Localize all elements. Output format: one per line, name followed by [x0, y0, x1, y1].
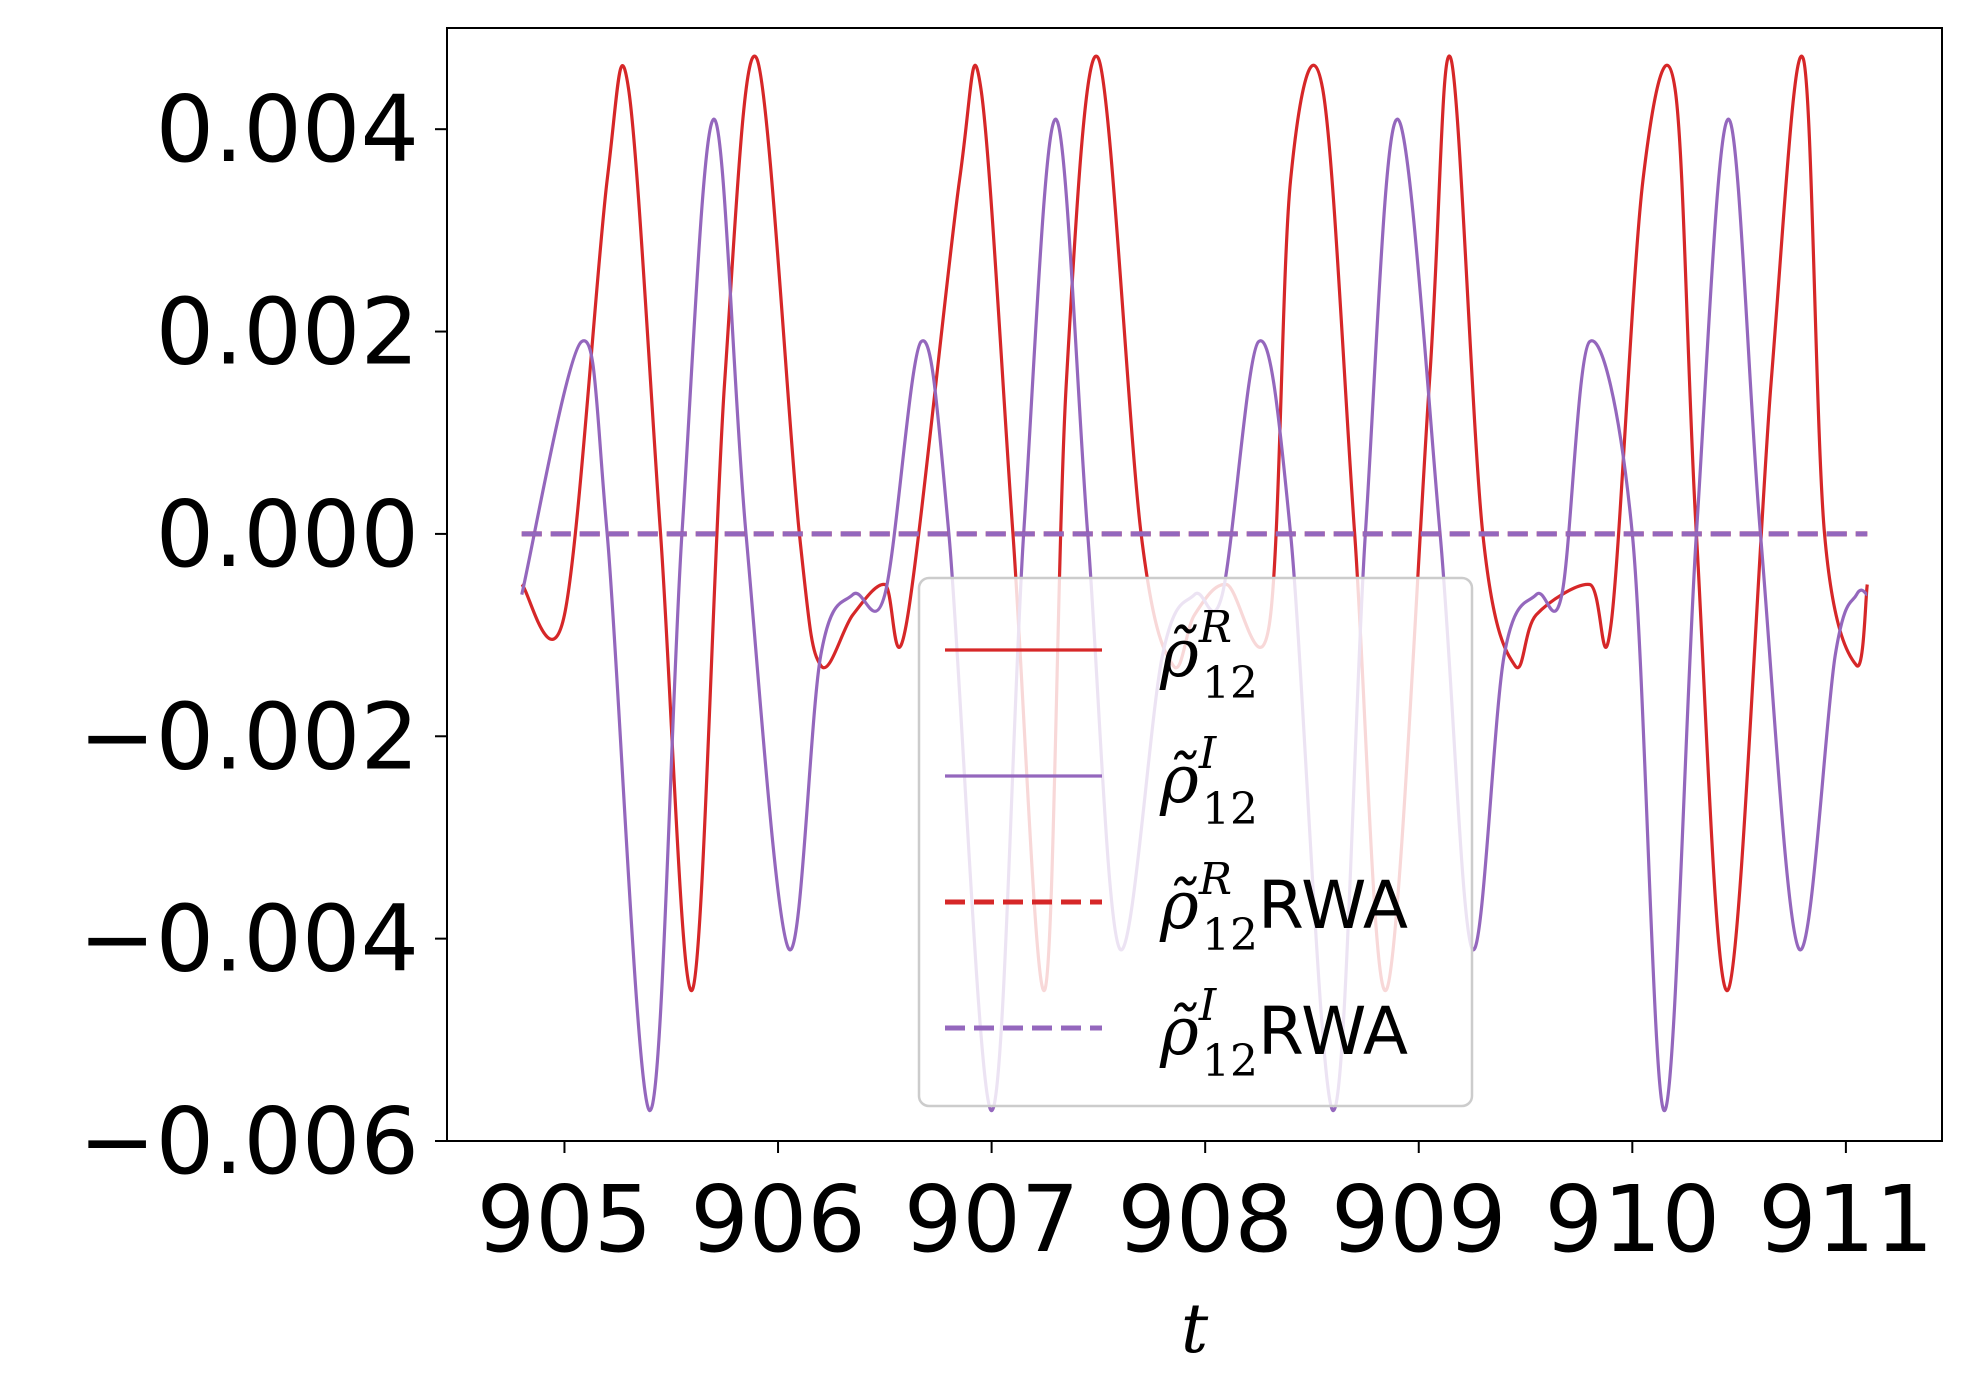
axes-frame: [446, 27, 1943, 1142]
x-tick-label: 909: [1331, 1166, 1507, 1273]
x-tick-label: 910: [1545, 1166, 1721, 1273]
y-tick-label: 0.004: [156, 76, 419, 183]
y-tick-label: −0.006: [79, 1088, 419, 1195]
legend-label: ρ̃R 12RWA: [1159, 854, 1408, 961]
legend: ρ̃R 12 ρ̃I 12 ρ̃R 12RWA ρ̃I 12RWA: [917, 576, 1474, 1108]
legend-label: ρ̃I 12: [1159, 728, 1258, 835]
x-tick-label: 908: [1117, 1166, 1293, 1273]
x-tick-label: 907: [904, 1166, 1080, 1273]
x-axis: 905 906 907 908 909 910 911: [477, 1141, 1934, 1273]
y-tick-label: 0.000: [156, 481, 419, 588]
x-tick-label: 911: [1758, 1166, 1934, 1273]
y-tick-label: −0.004: [79, 886, 419, 993]
y-axis: 0.004 0.002 0.000 −0.002 −0.004 −0.006: [79, 76, 447, 1195]
legend-box: [917, 576, 1474, 1108]
y-tick-label: −0.002: [79, 683, 419, 790]
legend-label: ρ̃R 12: [1159, 602, 1258, 709]
y-tick-label: 0.002: [156, 279, 419, 386]
x-tick-label: 906: [690, 1166, 866, 1273]
legend-label: ρ̃I 12RWA: [1159, 980, 1408, 1087]
x-tick-label: 905: [477, 1166, 653, 1273]
x-axis-label: t: [1181, 1290, 1209, 1369]
